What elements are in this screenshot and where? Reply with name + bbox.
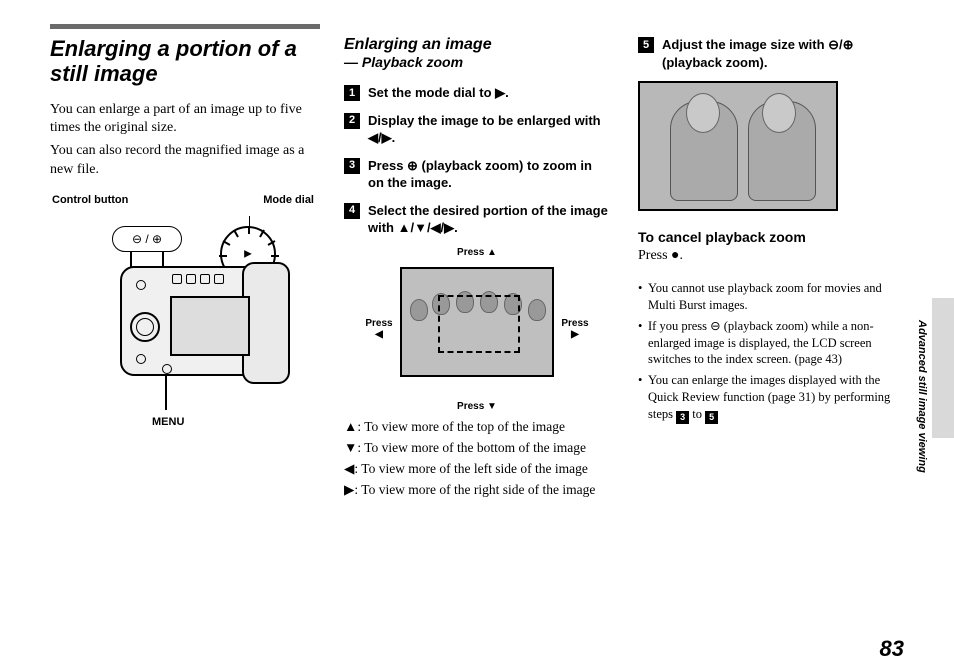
step-3: 3 Press ⊕ (playback zoom) to zoom in on …: [344, 157, 610, 192]
leader-line: [249, 216, 251, 228]
photo-figure: [762, 93, 796, 133]
step-number-badge: 5: [638, 37, 654, 53]
side-tab: [932, 298, 954, 438]
camera-small-button: [136, 280, 146, 290]
subsection-subtitle: — Playback zoom: [344, 54, 610, 70]
label-control-button: Control button: [52, 194, 128, 206]
photo-figure: [410, 299, 428, 321]
step-text: Display the image to be enlarged with ◀/…: [368, 112, 610, 147]
dir-left-text: ◀: To view more of the left side of the …: [344, 460, 610, 478]
column-2: Enlarging an image — Playback zoom 1 Set…: [344, 36, 610, 503]
mode-dial-tick: [271, 255, 279, 257]
camera-diagram: ⊖ / ⊕ ▶ MENU: [50, 206, 316, 416]
step-number-badge: 1: [344, 85, 360, 101]
mode-dial-tick: [259, 230, 265, 238]
press-right-label: Press ▶: [558, 318, 592, 340]
press-up-label: Press ▲: [362, 247, 592, 258]
mode-dial-tick: [219, 255, 227, 257]
camera-small-button: [136, 354, 146, 364]
intro-paragraph-1: You can enlarge a part of an image up to…: [50, 101, 316, 139]
camera-lcd: [170, 296, 250, 356]
diagram-top-labels: Control button Mode dial: [50, 194, 316, 206]
note-text: to: [689, 407, 705, 421]
step-5: 5 Adjust the image size with ⊖/⊕ (playba…: [638, 36, 904, 71]
direction-descriptions: ▲: To view more of the top of the image …: [344, 418, 610, 500]
inline-step-badge: 5: [705, 411, 718, 424]
step-text: Press ⊕ (playback zoom) to zoom in on th…: [368, 157, 610, 192]
side-chapter-label: Advanced still image viewing: [916, 320, 928, 473]
photo-figure: [528, 299, 546, 321]
dir-up-text: ▲: To view more of the top of the image: [344, 418, 610, 436]
step-text: Adjust the image size with ⊖/⊕ (playback…: [662, 36, 904, 71]
sample-photo: [400, 267, 554, 377]
press-down-label: Press ▼: [362, 401, 592, 412]
step-text: Select the desired portion of the image …: [368, 202, 610, 237]
notes-list: You cannot use playback zoom for movies …: [638, 280, 904, 424]
leader-line: [165, 376, 167, 410]
step-number-badge: 2: [344, 113, 360, 129]
column-3: 5 Adjust the image size with ⊖/⊕ (playba…: [638, 36, 904, 503]
step-number-badge: 4: [344, 203, 360, 219]
mode-dial-play-icon: ▶: [244, 249, 252, 260]
mode-dial-tick: [268, 240, 276, 246]
camera-menu-button: [162, 364, 172, 374]
camera-body: [120, 266, 290, 376]
dir-right-text: ▶: To view more of the right side of the…: [344, 481, 610, 499]
dir-down-text: ▼: To view more of the bottom of the ima…: [344, 439, 610, 457]
label-menu: MENU: [152, 416, 184, 428]
press-left-label: Press ◀: [362, 318, 396, 340]
zoomed-photo: [638, 81, 838, 211]
step-text: Set the mode dial to ▶.: [368, 84, 610, 102]
section-rule: [50, 24, 320, 29]
label-mode-dial: Mode dial: [263, 194, 314, 206]
camera-top-buttons: [172, 274, 252, 286]
step-2: 2 Display the image to be enlarged with …: [344, 112, 610, 147]
mode-dial-tick: [223, 240, 231, 246]
cancel-body: Press ●.: [638, 247, 904, 266]
page-number: 83: [880, 636, 904, 662]
mode-dial-tick: [233, 230, 239, 238]
cancel-heading: To cancel playback zoom: [638, 229, 904, 245]
zoom-symbols-callout: ⊖ / ⊕: [112, 226, 182, 252]
intro-paragraph-2: You can also record the magnified image …: [50, 142, 316, 180]
note-item: If you press ⊖ (playback zoom) while a n…: [638, 318, 904, 369]
step-4: 4 Select the desired portion of the imag…: [344, 202, 610, 237]
column-1: Enlarging a portion of a still image You…: [50, 36, 316, 503]
section-title: Enlarging a portion of a still image: [50, 36, 316, 87]
crop-marquee: [438, 295, 520, 353]
photo-figure: [686, 93, 720, 133]
press-direction-diagram: Press ▲ Press ▼ Press ◀ Press ▶: [362, 247, 592, 412]
step-1: 1 Set the mode dial to ▶.: [344, 84, 610, 102]
step-number-badge: 3: [344, 158, 360, 174]
note-item: You can enlarge the images displayed wit…: [638, 372, 904, 423]
page-columns: Enlarging a portion of a still image You…: [50, 24, 904, 503]
note-item: You cannot use playback zoom for movies …: [638, 280, 904, 314]
subsection-title: Enlarging an image: [344, 36, 610, 54]
inline-step-badge: 3: [676, 411, 689, 424]
